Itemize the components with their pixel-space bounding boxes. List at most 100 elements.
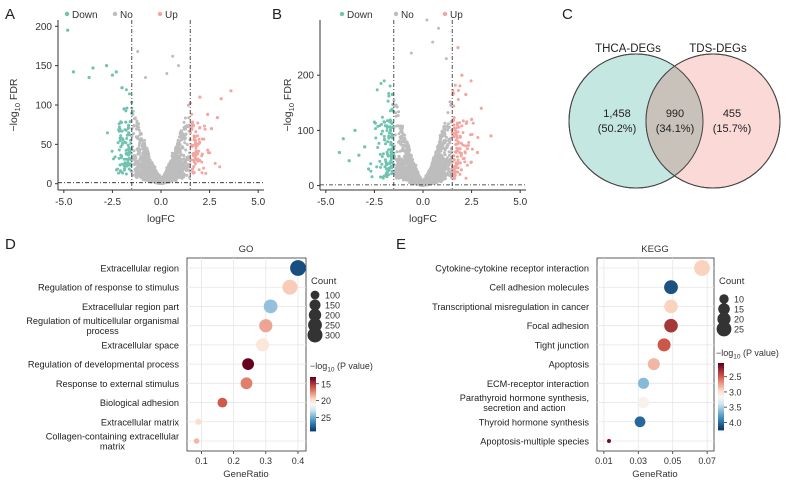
point-up	[471, 121, 475, 125]
point-no	[443, 147, 447, 151]
point-up	[219, 97, 223, 101]
point-no	[134, 127, 138, 131]
point-no	[443, 121, 447, 125]
point-no	[174, 163, 178, 167]
point-no	[184, 127, 188, 131]
point-no	[183, 141, 187, 145]
point-down	[71, 70, 76, 74]
point-up	[190, 112, 194, 116]
point-no	[182, 157, 186, 161]
point-down	[375, 88, 379, 92]
point-no	[149, 164, 153, 168]
point-no	[136, 135, 140, 139]
point-up	[453, 83, 457, 87]
point-no	[188, 151, 192, 155]
point-no	[136, 160, 140, 164]
point-down	[379, 82, 383, 85]
point-no	[178, 166, 182, 170]
point-no	[137, 126, 141, 129]
point-up	[215, 116, 219, 120]
point-no	[133, 161, 137, 165]
panel-label-c: C	[562, 6, 573, 23]
point-down	[388, 84, 392, 88]
point-down	[124, 141, 128, 145]
point-up	[198, 126, 202, 130]
point-up	[206, 112, 210, 116]
point-no	[187, 116, 191, 120]
point-up	[456, 98, 460, 101]
point-no	[184, 125, 188, 129]
point-down	[112, 157, 115, 161]
point-no	[180, 129, 183, 133]
point-no	[180, 138, 184, 142]
y-axis-label-main: −log	[8, 111, 20, 131]
panel-label-a: A	[5, 6, 15, 23]
point-down	[105, 64, 109, 68]
point-no	[446, 170, 450, 174]
legend-marker-no	[393, 11, 399, 17]
point-no	[180, 132, 184, 136]
legend-marker-no	[112, 11, 118, 17]
point-no	[137, 128, 141, 132]
point-down	[128, 92, 131, 96]
point-no	[165, 178, 168, 182]
point-no	[409, 154, 413, 158]
point-no	[176, 162, 180, 165]
point-up	[204, 171, 208, 175]
point-up	[203, 124, 206, 128]
point-down	[117, 125, 121, 129]
point-no	[132, 149, 136, 153]
point-no	[132, 157, 136, 161]
point-no	[135, 167, 139, 170]
point-no	[139, 139, 143, 143]
point-up	[198, 140, 202, 144]
point-up	[197, 149, 201, 153]
point-down	[380, 115, 384, 119]
x-tick-label: 2.5	[203, 197, 217, 208]
point-no	[133, 154, 137, 158]
point-no	[156, 178, 160, 182]
point-no	[137, 144, 141, 147]
legend: Down No Up	[64, 10, 178, 21]
point-down	[124, 88, 128, 92]
point-no	[182, 153, 186, 157]
point-up	[195, 143, 199, 147]
point-up	[192, 134, 196, 138]
point-no	[136, 172, 140, 176]
point-no	[141, 178, 145, 182]
point-up	[198, 158, 202, 162]
point-no	[399, 130, 403, 133]
point-no	[141, 157, 145, 161]
point-up	[207, 151, 210, 155]
point-up	[200, 171, 204, 175]
point-no	[171, 54, 175, 58]
panel-label-d: D	[5, 236, 16, 253]
point-up	[191, 120, 195, 124]
point-down	[117, 156, 121, 160]
point-no	[182, 162, 186, 166]
point-no	[148, 160, 152, 164]
volcano-plot-b: Down No Up -5.0 -2.5 0.0 2.5 5.0 0 100 2…	[282, 10, 528, 225]
point-no	[134, 170, 138, 174]
point-down	[120, 121, 123, 124]
point-no	[135, 176, 139, 179]
point-down	[126, 158, 130, 162]
point-up	[202, 166, 206, 170]
point-no	[400, 126, 404, 130]
point-down	[124, 152, 128, 155]
y-axis-label-sub: 10	[13, 103, 22, 111]
y-tick-label: 200	[35, 22, 52, 33]
point-no	[132, 132, 135, 136]
point-no	[134, 173, 138, 177]
point-no	[145, 174, 149, 178]
point-up	[456, 158, 460, 162]
point-down	[110, 73, 114, 77]
point-no	[394, 114, 398, 118]
point-no	[400, 140, 404, 144]
point-no	[170, 154, 174, 158]
legend: Down No Up	[339, 10, 463, 21]
point-no	[143, 138, 146, 142]
point-down	[126, 127, 130, 130]
legend-label-down: Down	[72, 10, 98, 21]
point-up	[196, 121, 200, 125]
